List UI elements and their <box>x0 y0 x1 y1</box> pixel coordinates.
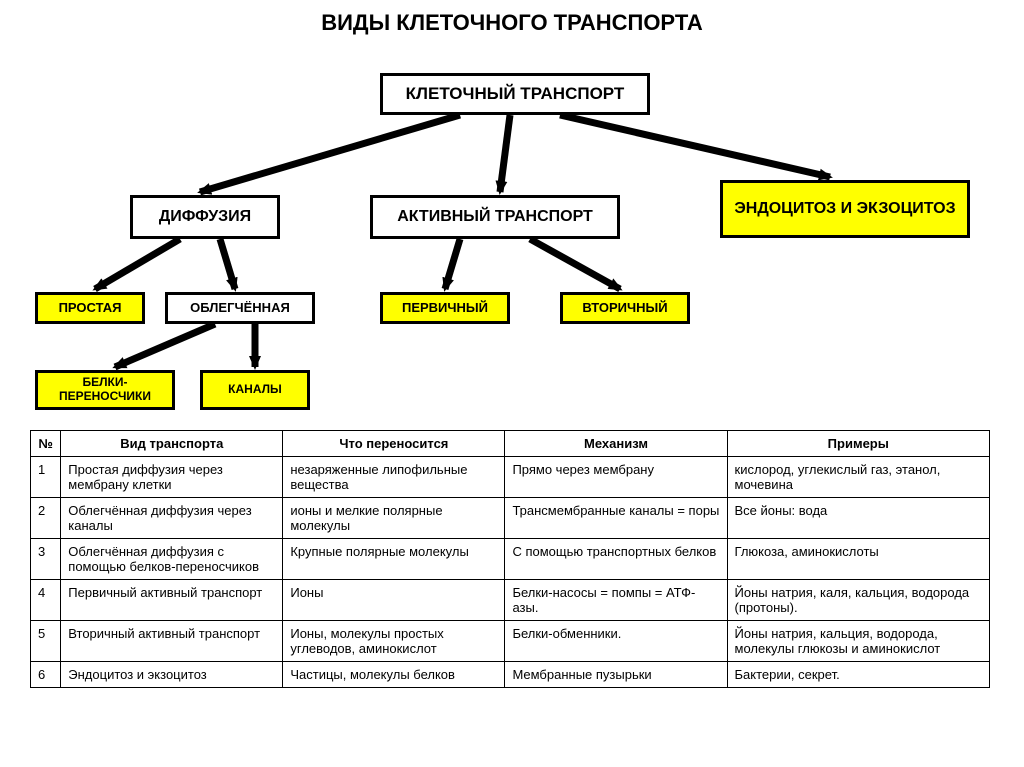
table-cell: 4 <box>31 580 61 621</box>
table-row: 6Эндоцитоз и экзоцитозЧастицы, молекулы … <box>31 662 990 688</box>
node-secondary: ВТОРИЧНЫЙ <box>560 292 690 324</box>
table-header-row: № Вид транспорта Что переносится Механиз… <box>31 431 990 457</box>
table-cell: Белки-обменники. <box>505 621 727 662</box>
table-cell: Ионы <box>283 580 505 621</box>
transport-table: № Вид транспорта Что переносится Механиз… <box>30 430 990 688</box>
table-cell: Мембранные пузырьки <box>505 662 727 688</box>
table-cell: Белки-насосы = помпы = АТФ-азы. <box>505 580 727 621</box>
node-root: КЛЕТОЧНЫЙ ТРАНСПОРТ <box>380 73 650 115</box>
table-cell: Простая диффузия через мембрану клетки <box>61 457 283 498</box>
table-cell: Все йоны: вода <box>727 498 989 539</box>
node-channels: КАНАЛЫ <box>200 370 310 410</box>
node-facilitated: ОБЛЕГЧЁННАЯ <box>165 292 315 324</box>
table-cell: Йоны натрия, кальция, водорода, молекулы… <box>727 621 989 662</box>
col-what: Что переносится <box>283 431 505 457</box>
node-simple: ПРОСТАЯ <box>35 292 145 324</box>
table-cell: Трансмембранные каналы = поры <box>505 498 727 539</box>
node-active: АКТИВНЫЙ ТРАНСПОРТ <box>370 195 620 239</box>
node-diffusion: ДИФФУЗИЯ <box>130 195 280 239</box>
table-row: 4Первичный активный транспортИоныБелки-н… <box>31 580 990 621</box>
node-endo: ЭНДОЦИТОЗ И ЭКЗОЦИТОЗ <box>720 180 970 238</box>
table-cell: 1 <box>31 457 61 498</box>
table-cell: Йоны натрия, каля, кальция, водорода (пр… <box>727 580 989 621</box>
table-cell: ионы и мелкие полярные молекулы <box>283 498 505 539</box>
table-cell: 3 <box>31 539 61 580</box>
flowchart: КЛЕТОЧНЫЙ ТРАНСПОРТ ДИФФУЗИЯ АКТИВНЫЙ ТР… <box>0 40 1024 410</box>
table-cell: Облегчённая диффузия через каналы <box>61 498 283 539</box>
table-row: 2Облегчённая диффузия через каналыионы и… <box>31 498 990 539</box>
table-cell: 2 <box>31 498 61 539</box>
table-cell: Глюкоза, аминокислоты <box>727 539 989 580</box>
table-cell: Крупные полярные молекулы <box>283 539 505 580</box>
col-type: Вид транспорта <box>61 431 283 457</box>
col-num: № <box>31 431 61 457</box>
col-mech: Механизм <box>505 431 727 457</box>
table-cell: С помощью транспортных белков <box>505 539 727 580</box>
node-primary: ПЕРВИЧНЫЙ <box>380 292 510 324</box>
table-cell: Прямо через мембрану <box>505 457 727 498</box>
table-cell: Ионы, молекулы простых углеводов, аминок… <box>283 621 505 662</box>
col-ex: Примеры <box>727 431 989 457</box>
table-cell: Бактерии, секрет. <box>727 662 989 688</box>
table-cell: кислород, углекислый газ, этанол, мочеви… <box>727 457 989 498</box>
table-row: 3Облегчённая диффузия с помощью белков-п… <box>31 539 990 580</box>
table-cell: 5 <box>31 621 61 662</box>
table-cell: Эндоцитоз и экзоцитоз <box>61 662 283 688</box>
table-row: 1Простая диффузия через мембрану клеткин… <box>31 457 990 498</box>
table-cell: Частицы, молекулы белков <box>283 662 505 688</box>
table-row: 5Вторичный активный транспортИоны, молек… <box>31 621 990 662</box>
table-cell: Облегчённая диффузия с помощью белков-пе… <box>61 539 283 580</box>
table-cell: Вторичный активный транспорт <box>61 621 283 662</box>
page-title: ВИДЫ КЛЕТОЧНОГО ТРАНСПОРТА <box>0 0 1024 40</box>
table-cell: 6 <box>31 662 61 688</box>
table-cell: Первичный активный транспорт <box>61 580 283 621</box>
node-carriers: БЕЛКИ-ПЕРЕНОСЧИКИ <box>35 370 175 410</box>
table-cell: незаряженные липофильные вещества <box>283 457 505 498</box>
